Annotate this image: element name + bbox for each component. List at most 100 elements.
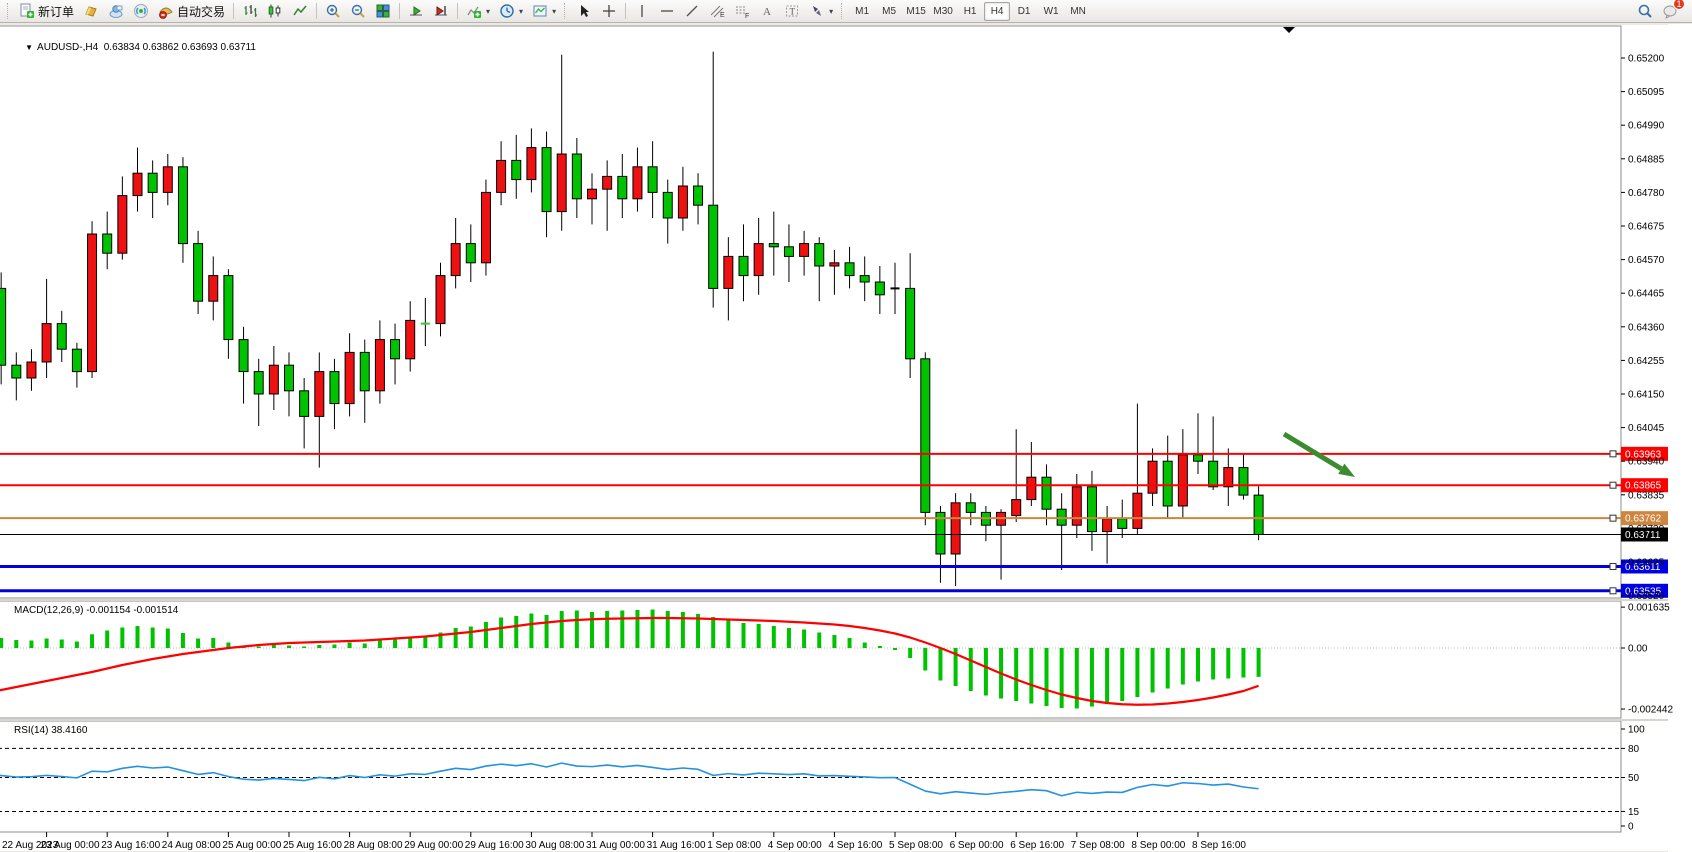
text-label-icon: T (786, 5, 799, 17)
fibonacci-button[interactable]: F (730, 1, 754, 22)
price-tick-label: 0.63835 (1628, 490, 1665, 501)
market-button[interactable] (79, 1, 103, 22)
indicators-button[interactable]: ▾ (462, 1, 494, 22)
search-button[interactable] (1633, 1, 1657, 22)
trendline-icon (686, 5, 698, 17)
toolbar-separator (399, 3, 401, 19)
toolbar-grip[interactable] (841, 3, 845, 19)
time-tick-label: 28 Aug 08:00 (344, 840, 403, 851)
text-label-button[interactable]: T (780, 1, 804, 22)
rsi-indicator-label: RSI(14) 38.4160 (14, 725, 88, 736)
timeframe-d1[interactable]: D1 (1017, 5, 1031, 17)
new-order-button[interactable]: 新订单 (15, 1, 78, 22)
price-tick-label: 0.65200 (1628, 54, 1665, 65)
svg-text:E: E (720, 12, 725, 19)
cursor-button[interactable] (572, 1, 596, 22)
time-tick-label: 25 Aug 16:00 (283, 840, 342, 851)
macd-axis-label: -0.002442 (1628, 705, 1673, 716)
market-icon (85, 6, 97, 17)
toolbar-separator (233, 3, 235, 19)
timeframe-m30[interactable]: M30 (933, 5, 953, 17)
price-tick-label: 0.63520 (1628, 591, 1665, 602)
signals-button[interactable] (129, 1, 153, 22)
bar-chart-button[interactable] (238, 1, 262, 22)
text-icon: A (763, 6, 771, 18)
chart-canvas[interactable]: 0.63963 0.63865 0.63762 0.63711 0.63611 0.635… (0, 24, 1692, 852)
chart-title: ▼ AUDUSD-,H4 0.63834 0.63862 0.63693 0.63… (14, 31, 256, 64)
fibonacci-icon: F (736, 6, 749, 19)
chart-shift-button[interactable] (429, 1, 453, 22)
axis-price-flag (1621, 446, 1668, 461)
price-tick-label: 0.63625 (1628, 558, 1665, 569)
price-tick-label: 0.64570 (1628, 255, 1665, 266)
trend-arrow-annotation[interactable] (1282, 431, 1355, 477)
zoom-in-button[interactable] (321, 1, 345, 22)
time-tick-label: 25 Aug 00:00 (222, 840, 281, 851)
line-chart-icon (293, 5, 307, 16)
rsi-axis-label: 80 (1628, 744, 1640, 755)
rsi-line (0, 762, 1259, 797)
notifications-button[interactable]: 1 (1658, 0, 1685, 22)
timeframe-mn[interactable]: MN (1070, 5, 1086, 17)
channel-button[interactable]: E (705, 1, 729, 22)
panel-frame (0, 720, 1622, 833)
chart-window: 0.63963 0.63865 0.63762 0.63711 0.63611 0.635… (0, 24, 1692, 852)
chart-ohlc-values: 0.63834 0.63862 0.63693 0.63711 (103, 42, 256, 53)
line-handle[interactable] (1609, 514, 1617, 522)
panel-divider[interactable] (0, 599, 1668, 601)
timeframe-m15[interactable]: M15 (906, 5, 926, 17)
candlestick-chart-button[interactable] (263, 1, 287, 22)
line-handle[interactable] (1609, 481, 1617, 489)
horizontal-line-button[interactable] (655, 1, 679, 22)
arrows-button[interactable]: ▾ (805, 1, 837, 22)
timeframe-h1[interactable]: H1 (963, 5, 977, 17)
time-tick-label: 4 Sep 00:00 (768, 840, 822, 851)
zoom-out-button[interactable] (346, 1, 370, 22)
line-handle[interactable] (1609, 450, 1617, 458)
timeframe-w1[interactable]: W1 (1043, 5, 1059, 17)
line-handle[interactable] (1609, 587, 1617, 595)
tile-windows-button[interactable] (371, 1, 395, 22)
toolbar-grip[interactable] (564, 3, 568, 19)
axis-price-flag-text: 0.63611 (1625, 562, 1661, 573)
crosshair-button[interactable] (597, 1, 621, 22)
price-tick-label: 0.64255 (1628, 356, 1665, 367)
autotrading-button[interactable]: 自动交易 (154, 1, 229, 22)
time-tick-label: 24 Aug 08:00 (162, 840, 221, 851)
macd-signal-line (0, 616, 1259, 706)
price-tick-label: 0.64885 (1628, 154, 1665, 165)
rsi-panel: 100 80 50 15 0 (0, 725, 1645, 833)
chart-shift-marker[interactable] (1283, 27, 1295, 33)
text-button[interactable]: A (755, 1, 779, 22)
candles-layer (0, 51, 1264, 586)
timeframe-h4[interactable]: H4 (984, 1, 1011, 21)
time-tick-label: 6 Sep 16:00 (1010, 840, 1064, 851)
auto-scroll-icon (410, 6, 423, 16)
macd-axis-label: 0.001635 (1628, 603, 1670, 614)
vertical-line-button[interactable] (630, 1, 654, 22)
price-axis[interactable]: 0.65200 0.65095 0.64990 0.64885 0.64780 0.646… (1621, 54, 1665, 603)
auto-scroll-button[interactable] (404, 1, 428, 22)
price-tick-label: 0.64780 (1628, 188, 1665, 199)
rsi-axis-label: 50 (1628, 773, 1640, 784)
community-button[interactable] (104, 1, 128, 22)
svg-text:T: T (790, 7, 796, 17)
channel-icon: E (710, 5, 725, 19)
price-tick-label: 0.64360 (1628, 322, 1665, 333)
indicators-icon (467, 6, 482, 18)
main-toolbar: 新订单 自动交易 (0, 0, 1692, 23)
time-tick-label: 23 Aug 00:00 (41, 840, 100, 851)
periods-button[interactable]: ▾ (495, 1, 527, 22)
templates-button[interactable]: ▾ (528, 1, 560, 22)
trendline-button[interactable] (680, 1, 704, 22)
time-tick-label: 8 Sep 00:00 (1131, 840, 1185, 851)
toolbar-grip[interactable] (7, 3, 11, 19)
macd-panel: 0.001635 0.00 -0.002442 (0, 603, 1673, 716)
timeframe-m5[interactable]: M5 (882, 5, 897, 17)
line-handle[interactable] (1609, 562, 1617, 570)
timeframe-m1[interactable]: M1 (855, 5, 870, 17)
line-chart-button[interactable] (288, 1, 312, 22)
panel-divider[interactable] (0, 719, 1668, 721)
time-tick-label: 7 Sep 08:00 (1071, 840, 1125, 851)
